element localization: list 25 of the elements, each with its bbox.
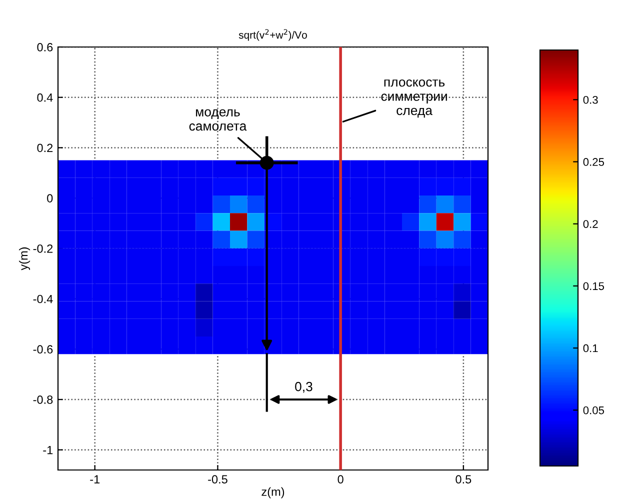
color-bar-label: 0.2: [583, 220, 598, 228]
annotation: модель самолета: [189, 109, 247, 131]
y-tick-label: -0.4: [33, 294, 53, 304]
y-tick-label: -0.2: [33, 244, 53, 253]
x-axis-title: z(m): [262, 487, 284, 498]
x-tick-label: 0: [338, 475, 344, 484]
color-bar-label: 0.15: [583, 282, 604, 290]
x-tick-label: -0.5: [208, 475, 228, 484]
y-tick-label: 0.4: [37, 93, 53, 102]
color-bar-label: 0.25: [583, 158, 604, 166]
color-bar-label: 0.05: [583, 406, 604, 414]
y-tick-label: 0.6: [37, 43, 53, 52]
y-tick-label: -1: [43, 446, 53, 454]
y-tick-label: 0.2: [37, 144, 53, 152]
x-tick-label: 0.5: [456, 475, 472, 484]
y-tick-label: 0: [47, 194, 53, 202]
y-tick-label: -0.6: [33, 345, 53, 354]
annotation: 0,3: [295, 382, 312, 393]
chart-title: sqrt(v$^{2}$+w$^{2}$)/Vo: [238, 29, 307, 41]
annotation: плоскость симметрии следа: [381, 79, 447, 118]
y-axis-title: y(m): [19, 247, 30, 270]
y-tick-label: -0.8: [33, 396, 53, 404]
color-bar-label: 0.3: [583, 96, 598, 104]
x-tick-label: -1: [90, 475, 100, 484]
color-bar-label: 0.1: [583, 344, 598, 352]
